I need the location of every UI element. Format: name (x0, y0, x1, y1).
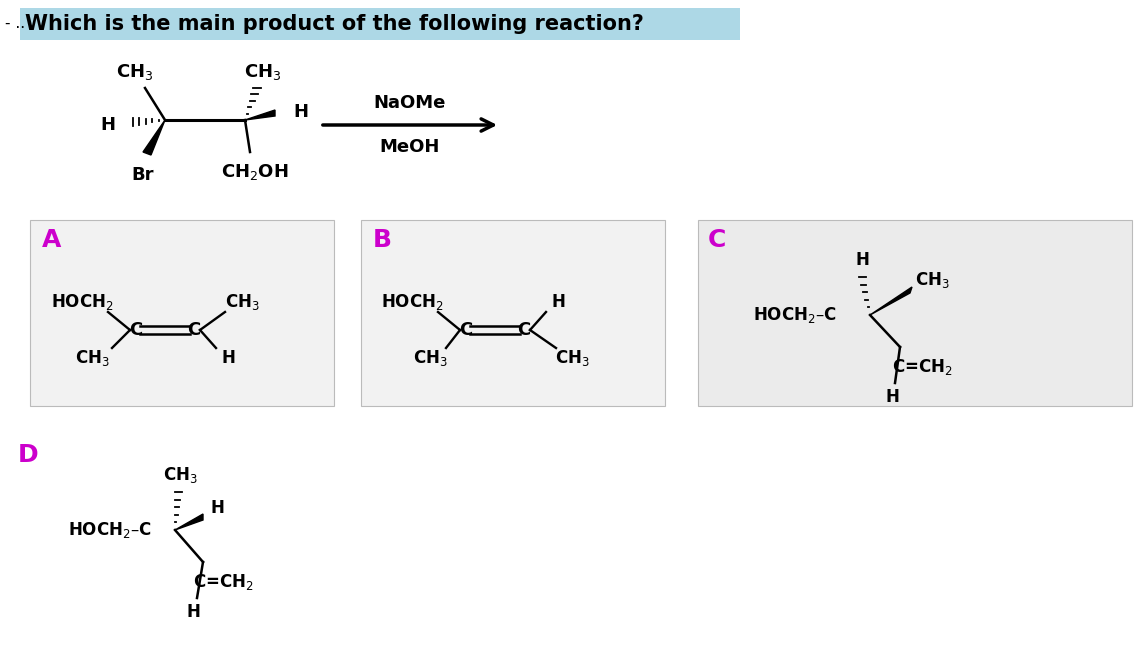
Text: MeOH: MeOH (380, 138, 440, 156)
Text: CH$_3$: CH$_3$ (555, 348, 589, 368)
Text: CH$_3$: CH$_3$ (225, 292, 259, 312)
Text: CH$_3$: CH$_3$ (244, 62, 282, 82)
Text: H: H (186, 603, 200, 621)
Polygon shape (143, 120, 164, 155)
Polygon shape (870, 287, 912, 315)
Text: H: H (552, 293, 565, 311)
Polygon shape (246, 110, 275, 120)
Text: C: C (708, 228, 726, 252)
Text: H: H (222, 349, 235, 367)
Text: CH$_3$: CH$_3$ (116, 62, 154, 82)
Text: H: H (210, 499, 224, 517)
Text: D: D (18, 443, 39, 467)
Text: HOCH$_2$: HOCH$_2$ (50, 292, 113, 312)
Text: C: C (129, 321, 143, 339)
Text: C: C (517, 321, 531, 339)
Text: B: B (373, 228, 392, 252)
Text: NaOMe: NaOMe (373, 94, 447, 112)
Text: C=CH$_2$: C=CH$_2$ (892, 357, 952, 377)
Text: A: A (42, 228, 62, 252)
Text: CH$_3$: CH$_3$ (412, 348, 448, 368)
Polygon shape (175, 514, 203, 530)
Text: CH$_2$OH: CH$_2$OH (222, 162, 289, 182)
Text: H: H (293, 103, 308, 121)
Text: Which is the main product of the following reaction?: Which is the main product of the followi… (25, 14, 644, 34)
Text: HOCH$_2$–C: HOCH$_2$–C (69, 520, 152, 540)
Text: H: H (855, 251, 869, 269)
FancyBboxPatch shape (30, 220, 333, 406)
FancyBboxPatch shape (361, 220, 665, 406)
Text: HOCH$_2$–C: HOCH$_2$–C (753, 305, 837, 325)
Text: - ..: - .. (5, 17, 25, 32)
Text: CH$_3$: CH$_3$ (74, 348, 110, 368)
FancyBboxPatch shape (21, 8, 740, 40)
Text: C: C (187, 321, 201, 339)
Text: H: H (100, 116, 115, 134)
Text: H: H (885, 388, 899, 406)
Text: Br: Br (131, 166, 154, 184)
Text: CH$_3$: CH$_3$ (915, 270, 949, 290)
Text: CH$_3$: CH$_3$ (162, 465, 198, 485)
Text: C: C (459, 321, 473, 339)
Text: HOCH$_2$: HOCH$_2$ (380, 292, 443, 312)
Text: C=CH$_2$: C=CH$_2$ (193, 572, 254, 592)
FancyBboxPatch shape (698, 220, 1132, 406)
